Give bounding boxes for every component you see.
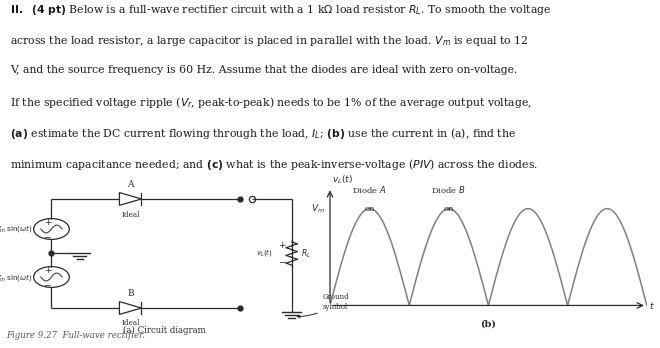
- Text: +: +: [44, 218, 51, 227]
- Text: V, and the source frequency is 60 Hz. Assume that the diodes are ideal with zero: V, and the source frequency is 60 Hz. As…: [10, 65, 517, 75]
- Text: $V_m\,\sin(\omega t)$: $V_m\,\sin(\omega t)$: [0, 223, 32, 235]
- Text: minimum capacitance needed; and $\mathbf{(c)}$ what is the peak-inverse-voltage : minimum capacitance needed; and $\mathbf…: [10, 157, 538, 172]
- Text: A: A: [127, 180, 134, 189]
- Text: Ideal: Ideal: [121, 211, 140, 219]
- Text: $\mathbf{II.}$  $\mathbf{(4\ pt)}$ Below is a full-wave rectifier circuit with a: $\mathbf{II.}$ $\mathbf{(4\ pt)}$ Below …: [10, 3, 551, 17]
- Text: Figure 9.27  Full-wave rectifier.: Figure 9.27 Full-wave rectifier.: [7, 331, 146, 340]
- Text: $v_L(t)$: $v_L(t)$: [332, 174, 353, 187]
- Text: Diode $B$: Diode $B$: [432, 184, 466, 195]
- Text: across the load resistor, a large capacitor is placed in parallel with the load.: across the load resistor, a large capaci…: [10, 34, 529, 48]
- Text: $-$: $-$: [43, 231, 51, 240]
- Text: (b): (b): [480, 320, 496, 329]
- Text: (a) Circuit diagram: (a) Circuit diagram: [123, 325, 206, 334]
- Text: $-$: $-$: [43, 279, 51, 288]
- Text: Ground
symbol: Ground symbol: [297, 293, 349, 318]
- Text: $v_L(t)$: $v_L(t)$: [256, 247, 273, 258]
- Text: $V_m\,\sin(\omega t)$: $V_m\,\sin(\omega t)$: [0, 271, 32, 283]
- Text: on: on: [444, 205, 454, 213]
- Text: $V_m$: $V_m$: [310, 203, 325, 215]
- Text: $t$: $t$: [649, 300, 655, 311]
- Text: on: on: [364, 205, 375, 213]
- Text: +: +: [279, 242, 286, 251]
- Text: $-$: $-$: [278, 256, 286, 266]
- Text: $\mathbf{(a)}$ estimate the DC current flowing through the load, $I_L$; $\mathbf: $\mathbf{(a)}$ estimate the DC current f…: [10, 126, 516, 141]
- Text: B: B: [127, 290, 134, 299]
- Text: $R_L$: $R_L$: [302, 247, 312, 260]
- Text: +: +: [44, 266, 51, 275]
- Text: If the specified voltage ripple ($V_r$, peak-to-peak) needs to be 1% of the aver: If the specified voltage ripple ($V_r$, …: [10, 95, 532, 110]
- Text: Ideal: Ideal: [121, 319, 140, 327]
- Text: Diode $A$: Diode $A$: [352, 184, 387, 195]
